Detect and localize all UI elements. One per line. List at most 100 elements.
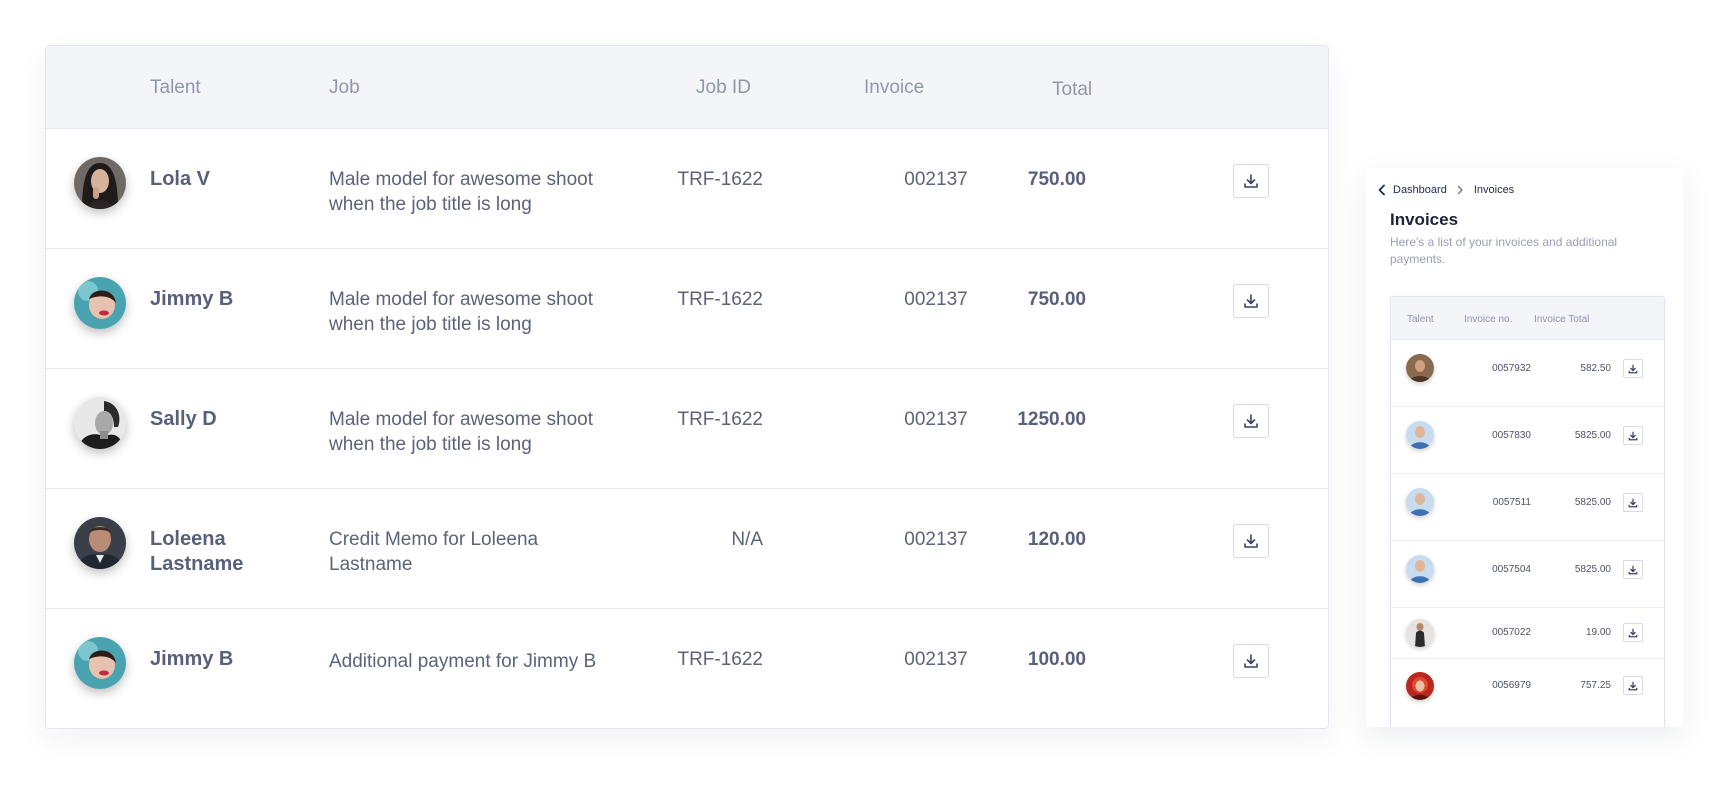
download-button[interactable] bbox=[1233, 164, 1269, 198]
job-id: TRF-1622 bbox=[677, 289, 763, 310]
download-button[interactable] bbox=[1623, 426, 1643, 445]
invoice-number: 0057830 bbox=[1492, 430, 1531, 441]
chevron-right-icon bbox=[1457, 185, 1464, 195]
job-id: TRF-1622 bbox=[677, 169, 763, 190]
invoice-number: 002137 bbox=[904, 649, 968, 670]
invoice-total: 19.00 bbox=[1585, 627, 1611, 638]
talent-name: Lola V bbox=[150, 168, 211, 190]
header-invoice: Invoice bbox=[864, 77, 925, 98]
invoice-number: 002137 bbox=[904, 529, 968, 550]
download-button[interactable] bbox=[1623, 560, 1643, 579]
invoice-number: 002137 bbox=[904, 409, 968, 430]
invoice-number: 0057022 bbox=[1492, 627, 1531, 638]
download-button[interactable] bbox=[1623, 623, 1643, 642]
table-row: 0057932 582.50 bbox=[1391, 340, 1664, 407]
header-total: Total bbox=[1052, 79, 1093, 100]
talent-name: Jimmy B bbox=[150, 288, 234, 310]
breadcrumb: Dashboard Invoices bbox=[1377, 184, 1514, 196]
invoice-total: 5825.00 bbox=[1574, 430, 1611, 441]
download-button[interactable] bbox=[1233, 524, 1269, 558]
header-invoice-total: Invoice Total bbox=[1534, 314, 1590, 325]
download-icon bbox=[1628, 628, 1638, 637]
header-talent: Talent bbox=[1407, 314, 1434, 325]
invoice-total: 100.00 bbox=[1027, 649, 1086, 670]
table-row: 0057022 19.00 bbox=[1391, 608, 1664, 659]
table-row: Jimmy B Male model for awesome shoot whe… bbox=[46, 249, 1328, 369]
table-row: 0057830 5825.00 bbox=[1391, 407, 1664, 474]
download-icon bbox=[1628, 565, 1638, 574]
table-row: 0057504 5825.00 bbox=[1391, 541, 1664, 608]
invoice-number: 0057932 bbox=[1492, 363, 1531, 374]
breadcrumb-dashboard-link[interactable]: Dashboard bbox=[1393, 184, 1447, 196]
table-row: Loleena Lastname Credit Memo for Loleena… bbox=[46, 489, 1328, 609]
avatar bbox=[1406, 488, 1434, 516]
table-row: 0057511 5825.00 bbox=[1391, 474, 1664, 541]
invoice-number: 0057511 bbox=[1492, 497, 1531, 508]
avatar bbox=[74, 397, 126, 449]
download-icon bbox=[1628, 364, 1638, 373]
job-title: Male model for awesome shoot when the jo… bbox=[329, 409, 594, 455]
avatar bbox=[1406, 421, 1434, 449]
invoice-number: 0056979 bbox=[1492, 680, 1531, 691]
download-icon bbox=[1244, 294, 1258, 308]
avatar bbox=[1406, 354, 1434, 382]
talent-name: Jimmy B bbox=[150, 648, 234, 670]
header-invoice-no: Invoice no. bbox=[1464, 314, 1513, 325]
breadcrumb-current: Invoices bbox=[1473, 184, 1515, 196]
talent-name: Sally D bbox=[150, 408, 217, 430]
table-row: Lola V Male model for awesome shoot when… bbox=[46, 129, 1328, 249]
invoices-table: Talent Job Job ID Invoice Total Lola V M… bbox=[45, 45, 1329, 729]
avatar bbox=[1406, 555, 1434, 583]
table-row: Jimmy B Additional payment for Jimmy B T… bbox=[46, 609, 1328, 728]
job-title: Male model for awesome shoot when the jo… bbox=[329, 289, 594, 335]
download-icon bbox=[1628, 681, 1638, 690]
avatar bbox=[74, 277, 126, 329]
invoice-total: 1250.00 bbox=[1017, 409, 1086, 430]
table-row: Sally D Male model for awesome shoot whe… bbox=[46, 369, 1328, 489]
avatar bbox=[74, 637, 126, 689]
download-icon bbox=[1628, 498, 1638, 507]
header-job: Job bbox=[329, 77, 360, 98]
download-button[interactable] bbox=[1623, 493, 1643, 512]
job-id: N/A bbox=[731, 529, 763, 550]
job-id: TRF-1622 bbox=[677, 649, 763, 670]
avatar bbox=[74, 517, 126, 569]
table-header: Talent Job Job ID Invoice Total bbox=[46, 46, 1328, 129]
job-id: TRF-1622 bbox=[677, 409, 763, 430]
chevron-left-icon[interactable] bbox=[1377, 184, 1387, 196]
invoice-total: 750.00 bbox=[1027, 289, 1086, 310]
invoice-total: 120.00 bbox=[1027, 529, 1086, 550]
invoice-total: 757.25 bbox=[1580, 680, 1611, 691]
header-talent: Talent bbox=[150, 77, 201, 98]
download-button[interactable] bbox=[1623, 676, 1643, 695]
download-button[interactable] bbox=[1623, 359, 1643, 378]
download-icon bbox=[1244, 654, 1258, 668]
download-button[interactable] bbox=[1233, 404, 1269, 438]
table-header: Talent Invoice no. Invoice Total bbox=[1391, 297, 1664, 340]
invoice-total: 5825.00 bbox=[1574, 497, 1611, 508]
page-subtitle: Here's a list of your invoices and addit… bbox=[1390, 235, 1618, 266]
download-icon bbox=[1244, 414, 1258, 428]
table-row: 0056979 757.25 bbox=[1391, 659, 1664, 725]
download-button[interactable] bbox=[1233, 284, 1269, 318]
download-icon bbox=[1628, 431, 1638, 440]
mobile-invoices-screen: Dashboard Invoices Invoices Here's a lis… bbox=[1366, 168, 1683, 727]
invoice-total: 582.50 bbox=[1580, 363, 1611, 374]
avatar bbox=[1406, 672, 1434, 700]
download-button[interactable] bbox=[1233, 644, 1269, 678]
download-icon bbox=[1244, 534, 1258, 548]
download-icon bbox=[1244, 174, 1258, 188]
avatar bbox=[74, 157, 126, 209]
job-title: Credit Memo for Loleena Lastname bbox=[329, 529, 539, 575]
invoice-number: 002137 bbox=[904, 169, 968, 190]
talent-name: Loleena Lastname bbox=[150, 528, 244, 575]
invoice-number: 002137 bbox=[904, 289, 968, 310]
mobile-invoices-table: Talent Invoice no. Invoice Total 0057932… bbox=[1390, 296, 1665, 727]
avatar bbox=[1406, 619, 1434, 647]
invoice-number: 0057504 bbox=[1492, 564, 1531, 575]
job-title: Additional payment for Jimmy B bbox=[329, 651, 597, 672]
invoice-total: 5825.00 bbox=[1574, 564, 1611, 575]
invoice-total: 750.00 bbox=[1027, 169, 1086, 190]
page-title: Invoices bbox=[1390, 210, 1459, 229]
header-job-id: Job ID bbox=[696, 77, 751, 98]
